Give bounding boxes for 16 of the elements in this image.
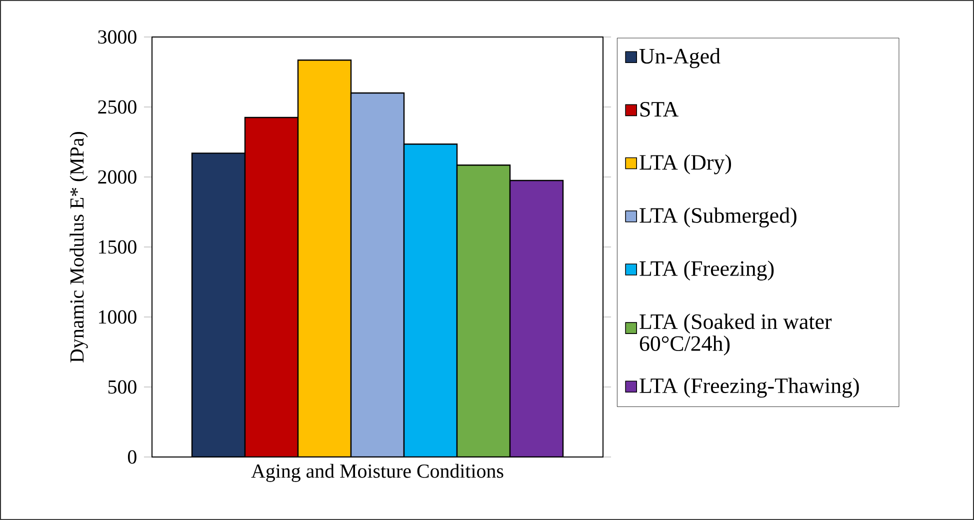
y-tick-label: 0 [128, 450, 136, 464]
y-tick-label: 2500 [98, 100, 136, 114]
y-tick-label: 1000 [99, 310, 136, 324]
legend-label: Un-Aged [639, 48, 720, 68]
legend-label: LTA (Dry) [640, 154, 732, 174]
legend-label: LTA (Soaked in water 60°C/24h) [640, 314, 832, 356]
y-tick-label: 1500 [99, 240, 136, 254]
legend-label: LTA (Submerged) [640, 207, 796, 228]
y-axis-title: Dynamic Modulus E* (MPa) [70, 132, 88, 362]
legend-label: STA [640, 102, 678, 117]
legend-label: LTA (Freezing-Thawing) [640, 378, 859, 398]
legend-label: LTA (Freezing) [640, 260, 774, 280]
y-tick-label: 500 [108, 380, 136, 394]
x-axis-title: Aging and Moisture Conditions [251, 464, 504, 482]
y-tick-label: 2000 [98, 170, 136, 184]
y-tick-label: 3000 [98, 30, 136, 44]
